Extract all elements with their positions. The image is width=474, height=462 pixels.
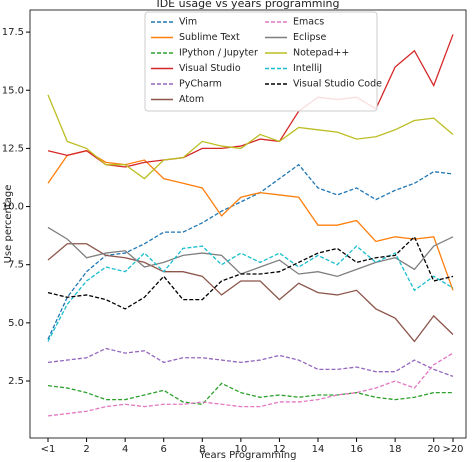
y-tick-label: 5.0 — [8, 318, 24, 329]
series-line — [47, 150, 454, 291]
y-tick-label: 7.5 — [8, 260, 24, 271]
legend-label: Sublime Text — [179, 32, 240, 43]
legend-label: IPython / Jupyter — [179, 48, 258, 59]
series-line — [47, 226, 454, 278]
x-tick-label: 18 — [389, 444, 402, 455]
x-tick-label: >20 — [442, 444, 463, 455]
legend: Vim Sublime Text IPython / Jupyter Visual S… — [144, 11, 382, 112]
series-line — [47, 243, 454, 343]
x-tick-label: 8 — [199, 444, 205, 455]
y-tick-label: 15.0 — [2, 85, 24, 96]
x-tick-label: 16 — [350, 444, 363, 455]
x-tick-label: 2 — [83, 444, 89, 455]
legend-label: Notepad++ — [293, 48, 349, 59]
legend-label: Eclipse — [293, 32, 326, 43]
series-line — [47, 245, 454, 342]
legend-label: PyCharm — [179, 79, 222, 90]
x-tick-label: 14 — [312, 444, 325, 455]
chart-title: IDE usage vs years programming — [156, 0, 339, 10]
series-line — [47, 34, 454, 168]
legend-label: Emacs — [293, 17, 324, 28]
legend-label: Atom — [179, 94, 204, 105]
x-tick-label: <1 — [41, 444, 56, 455]
series-line — [47, 382, 453, 405]
legend-label: Visual Studio Code — [293, 79, 382, 90]
x-tick-label: 6 — [161, 444, 167, 455]
x-tick-label: 12 — [273, 444, 286, 455]
legend-box — [144, 11, 378, 112]
series-line — [47, 235, 454, 310]
x-axis-label: Years Programming — [199, 450, 297, 461]
x-tick-label: 4 — [122, 444, 128, 455]
plot-frame — [29, 9, 467, 439]
series-line — [47, 94, 454, 180]
series-line — [47, 352, 454, 417]
legend-label: IntelliJ — [293, 63, 322, 74]
series-line — [47, 347, 454, 377]
y-tick-label: 12.5 — [2, 143, 24, 154]
y-tick-label: 17.5 — [2, 27, 24, 38]
series-line — [47, 163, 454, 340]
y-tick-label: 2.5 — [8, 376, 24, 387]
legend-label: Visual Studio — [179, 63, 241, 74]
x-tick-label: 10 — [234, 444, 247, 455]
legend-label: Vim — [179, 17, 197, 28]
y-tick-label: 10.0 — [2, 202, 24, 213]
x-tick-label: 20 — [427, 444, 440, 455]
y-axis-label: Use percentage — [3, 185, 14, 264]
